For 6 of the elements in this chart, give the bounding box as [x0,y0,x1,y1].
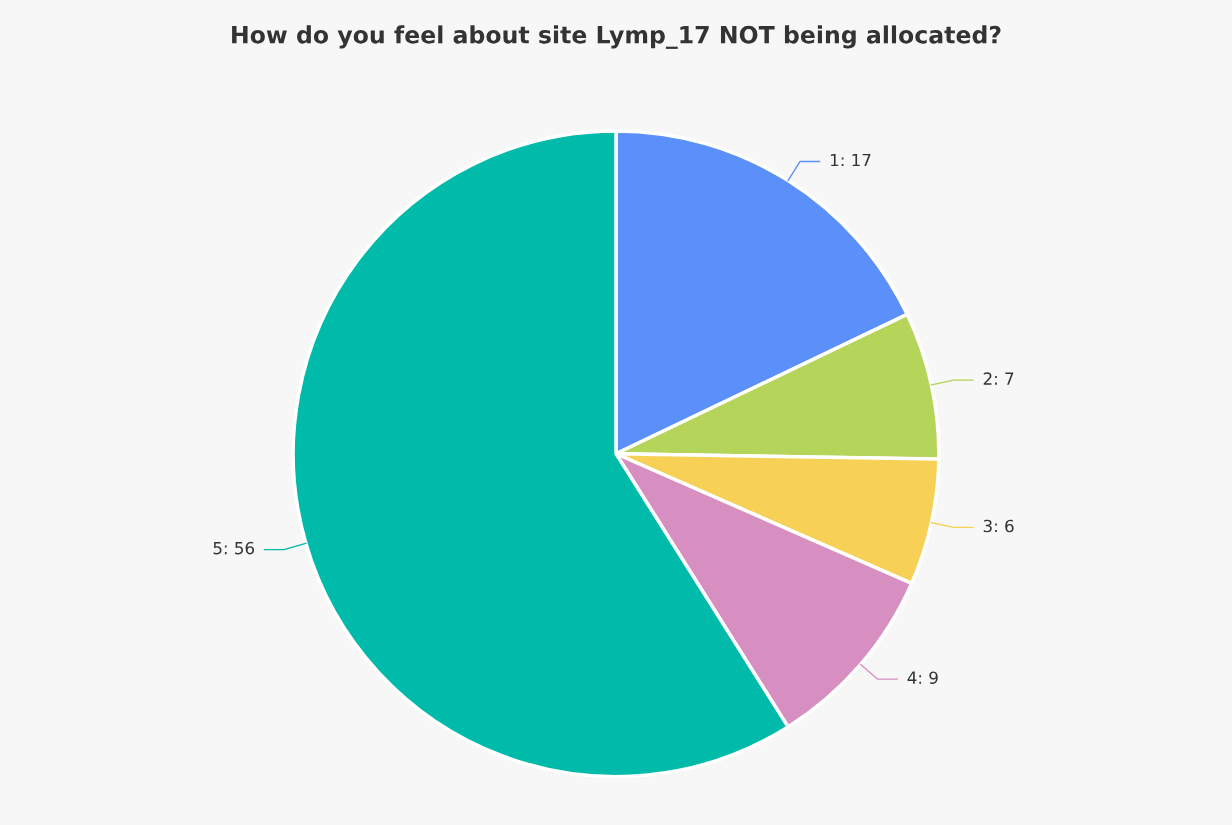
data-label: 3: 6 [983,519,1014,533]
chart-title: How do you feel about site Lymp_17 NOT being allocated? [232,25,1001,49]
data-label: 4: 9 [907,671,938,684]
data-label: 2: 7 [983,372,1014,385]
data-label: 5: 56 [213,541,255,555]
data-label: 1: 17 [831,153,871,167]
